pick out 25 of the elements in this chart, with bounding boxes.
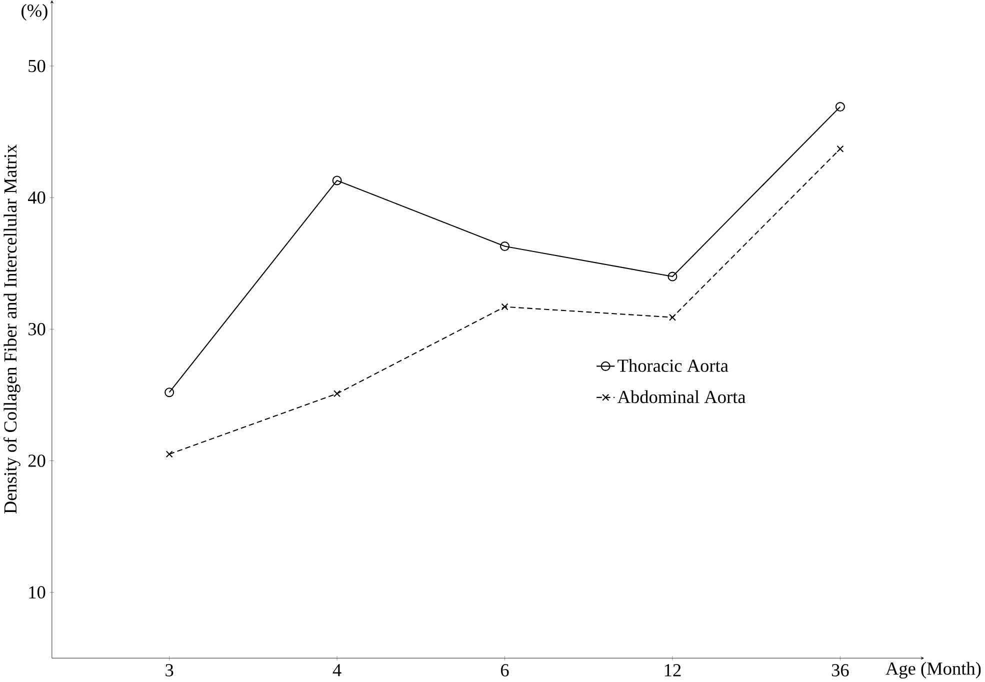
point xyxy=(836,145,844,152)
x-tick-label: 6 xyxy=(500,664,509,676)
x-tick-label: 4 xyxy=(332,664,342,676)
text: (%) xyxy=(22,4,48,21)
x-axis-title: Age (Month) xyxy=(886,662,981,679)
x-tick-label: 3 xyxy=(166,664,174,676)
y-tick-label: 30 xyxy=(28,322,46,336)
y-tick-label: 10 xyxy=(29,586,46,599)
legend-label: Abdominal Aorta xyxy=(617,390,746,404)
x-tick-label: 36 xyxy=(832,664,849,676)
y-axis-title: Density of Collagen Fiber and Intercellular Matrix xyxy=(4,144,20,514)
point xyxy=(334,390,341,398)
point xyxy=(835,102,845,112)
point xyxy=(166,450,173,458)
point xyxy=(668,314,676,321)
y-tick-label: 50 xyxy=(28,60,46,72)
point xyxy=(500,241,510,252)
point xyxy=(332,176,342,186)
y-tick-label: 40 xyxy=(28,191,46,204)
point xyxy=(501,303,508,310)
legend-label: Thoracic Aorta xyxy=(618,359,728,372)
y-tick-label: 20 xyxy=(28,454,46,467)
x-tick-label: 12 xyxy=(664,664,681,676)
point xyxy=(668,272,678,282)
point xyxy=(164,388,174,398)
